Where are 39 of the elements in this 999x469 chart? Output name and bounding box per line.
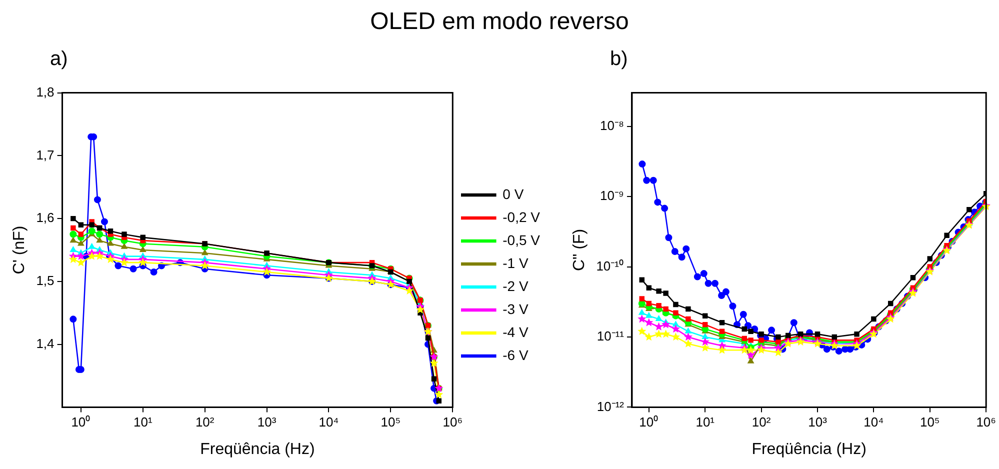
x-tick-label: 10⁶ — [442, 414, 463, 430]
x-tick-label: 10⁴ — [318, 414, 339, 430]
legend-label: -0,2 V — [502, 208, 541, 225]
y-tick-label: 10⁻⁹ — [600, 188, 624, 204]
x-tick-label: 10³ — [257, 414, 277, 430]
text: b) — [610, 48, 628, 71]
text: a) — [50, 48, 68, 71]
legend-label: -6 V — [502, 346, 529, 363]
x-tick-label: 10² — [752, 414, 772, 430]
x-tick-label: 10¹ — [133, 414, 153, 430]
chart-title: OLED em modo reverso — [369, 8, 630, 36]
x-axis-title: Freqüência (Hz) — [752, 440, 866, 458]
x-tick-label: 10⁰ — [639, 414, 659, 430]
x-axis-title: Freqüência (Hz) — [200, 440, 315, 458]
x-tick-label: 10⁶ — [976, 414, 996, 430]
legend-label: 0 V — [502, 186, 524, 202]
y-tick-label: 10⁻¹⁰ — [596, 258, 624, 274]
legend-label: -4 V — [502, 324, 529, 340]
y-tick-label: 10⁻¹¹ — [596, 328, 625, 344]
x-tick-label: 10⁵ — [380, 414, 401, 430]
y-axis-title: C" (F) — [571, 228, 588, 272]
legend-label: -3 V — [502, 300, 529, 317]
x-tick-label: 10⁵ — [920, 414, 940, 430]
legend-label: -1 V — [502, 254, 529, 271]
y-tick-label: 1,5 — [36, 273, 54, 288]
y-tick-label: 1,8 — [36, 84, 54, 100]
y-tick-label: 10⁻⁸ — [600, 118, 624, 133]
x-tick-label: 10⁰ — [71, 414, 91, 430]
legend-label: -0,5 V — [502, 232, 541, 248]
y-axis-title: C' (nF) — [11, 226, 28, 274]
y-tick-label: 1,4 — [36, 336, 54, 351]
y-tick-label: 10⁻¹² — [596, 398, 625, 414]
y-tick-label: 1,6 — [36, 210, 54, 226]
legend-label: -2 V — [502, 278, 529, 294]
x-tick-label: 10² — [195, 414, 215, 430]
x-tick-label: 10¹ — [696, 414, 716, 430]
x-tick-label: 10⁴ — [864, 414, 884, 430]
x-tick-label: 10³ — [808, 414, 828, 430]
y-tick-label: 1,7 — [36, 147, 54, 162]
